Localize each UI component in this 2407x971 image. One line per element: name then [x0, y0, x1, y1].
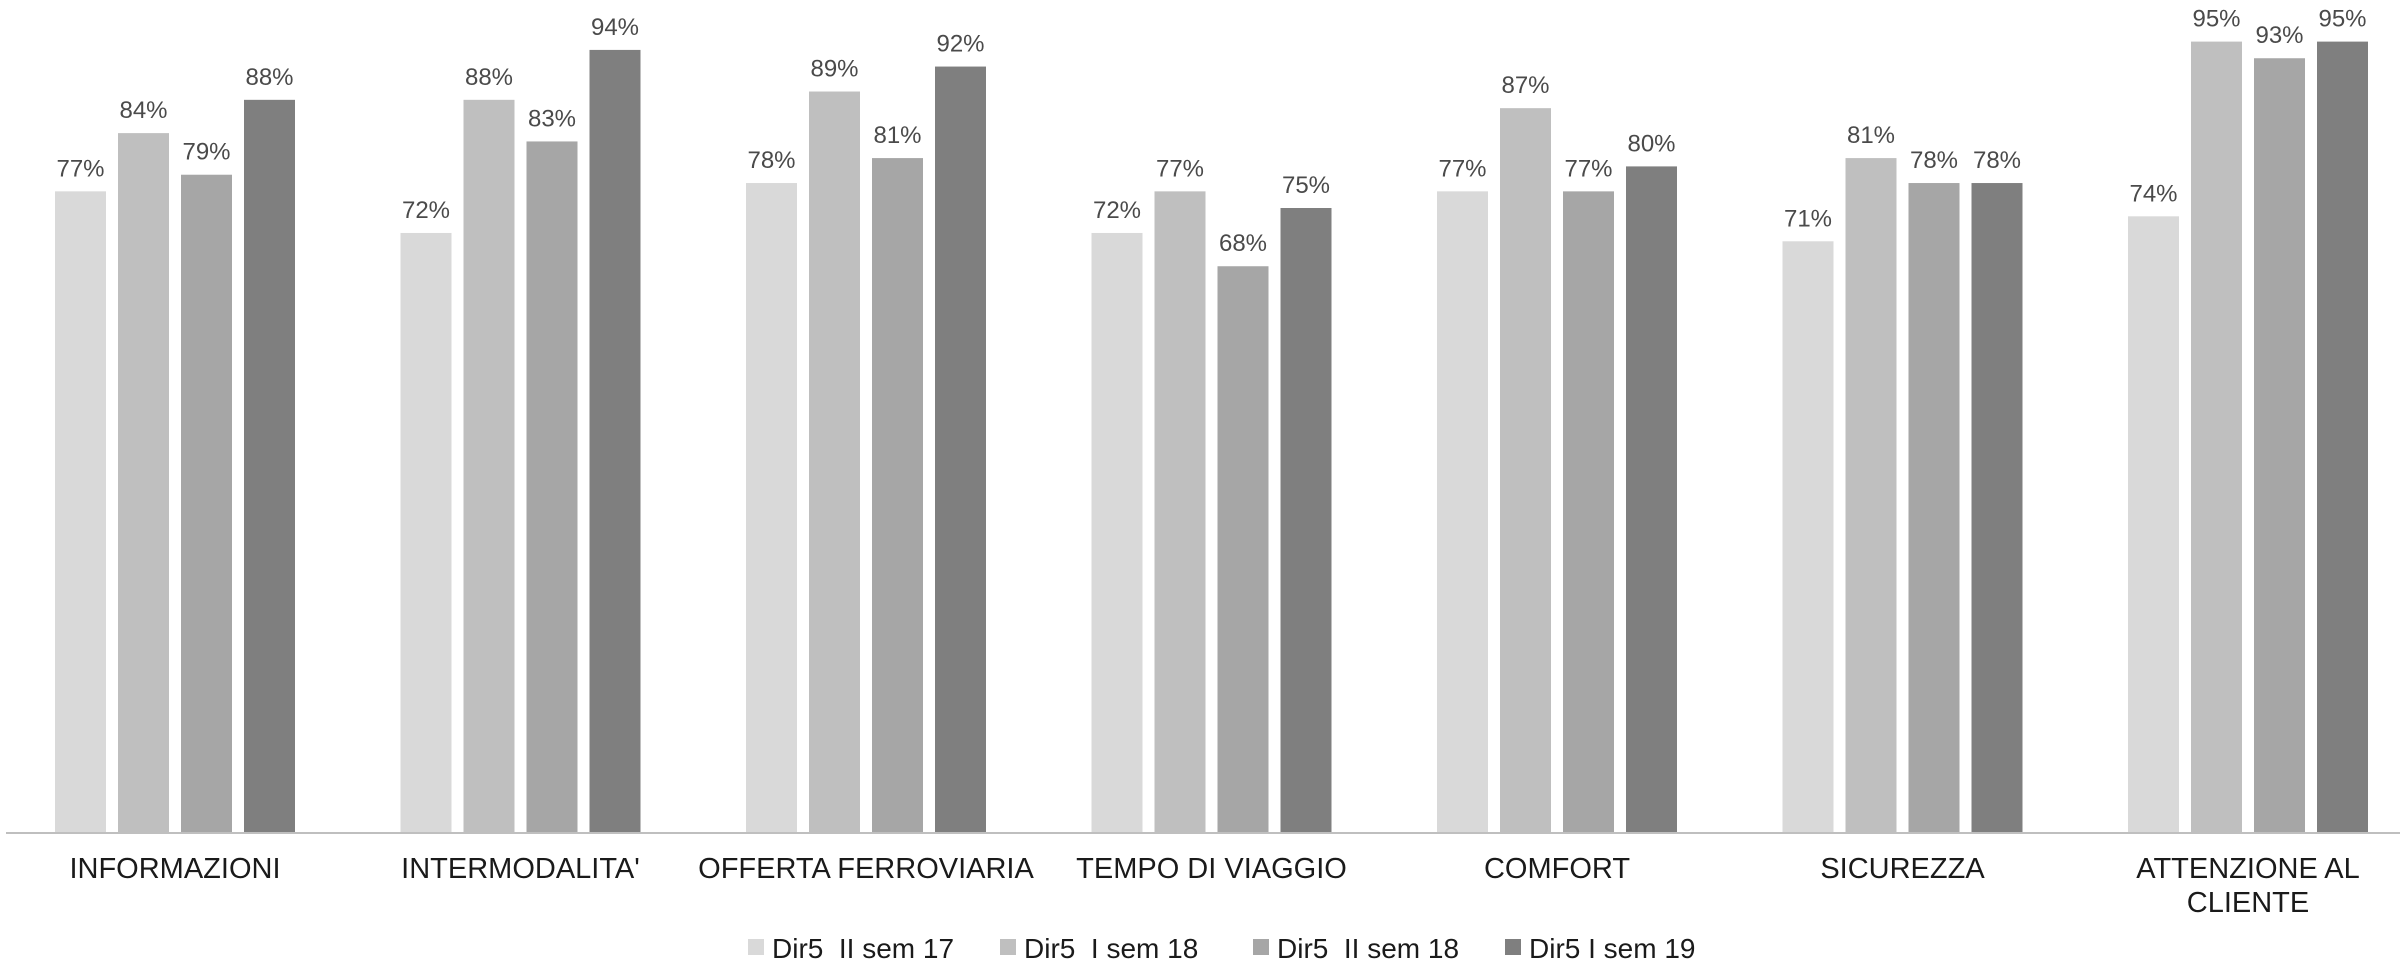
data-label: 80% — [1627, 130, 1675, 157]
category-label: TEMPO DI VIAGGIO — [1076, 853, 1347, 885]
bar — [2317, 41, 2368, 833]
data-label: 88% — [245, 64, 293, 91]
bar — [746, 183, 797, 833]
bar — [463, 99, 515, 833]
data-label: 77% — [56, 155, 104, 182]
data-label: 95% — [2192, 6, 2240, 33]
bar — [1217, 266, 1269, 832]
category-label: INFORMAZIONI — [69, 853, 280, 885]
bar — [2128, 216, 2179, 832]
bar — [118, 133, 169, 832]
data-label: 71% — [1784, 205, 1832, 232]
data-label: 83% — [528, 105, 576, 132]
bar — [1280, 208, 1332, 832]
bar — [935, 66, 986, 832]
category-labels-layer: INFORMAZIONI INTERMODALITA' OFFERTA FERROV… — [69, 853, 2359, 919]
bar — [1437, 191, 1488, 833]
data-label: 77% — [1438, 155, 1486, 182]
data-label: 72% — [402, 197, 450, 224]
data-labels-layer: 77% 84% 79% 88% 72% 88% 83% 94% 78% 89% 81% 92% 72% 7… — [56, 6, 2366, 258]
legend-swatch — [748, 939, 764, 955]
bar — [1845, 158, 1897, 832]
data-label: 87% — [1501, 72, 1549, 99]
bar — [2191, 41, 2242, 833]
bar — [872, 158, 923, 832]
legend-label: Dir5 II sem 18 — [1277, 933, 1459, 964]
bar — [1971, 183, 2023, 833]
data-label: 88% — [465, 64, 513, 91]
data-label: 77% — [1156, 155, 1204, 182]
bar — [1782, 241, 1834, 832]
category-label: ATTENZIONE AL — [2136, 853, 2359, 885]
data-label: 81% — [873, 122, 921, 149]
bars-layer — [55, 41, 2368, 833]
data-label: 95% — [2318, 6, 2366, 33]
bar — [244, 99, 295, 833]
bar — [1091, 232, 1143, 832]
category-label: INTERMODALITA' — [401, 853, 640, 885]
legend-label: Dir5 I sem 18 — [1024, 933, 1198, 964]
category-label: OFFERTA FERROVIARIA — [698, 853, 1034, 885]
data-label: 75% — [1282, 172, 1330, 199]
bar — [55, 191, 106, 833]
bar — [1154, 191, 1206, 833]
data-label: 72% — [1093, 197, 1141, 224]
legend-swatch — [1000, 939, 1016, 955]
legend-swatch — [1253, 939, 1269, 955]
bar — [809, 91, 860, 832]
category-label: SICUREZZA — [1820, 853, 1985, 885]
category-label: COMFORT — [1484, 853, 1630, 885]
data-label: 78% — [747, 147, 795, 174]
data-label: 79% — [182, 139, 230, 166]
legend-label: Dir5 II sem 17 — [772, 933, 954, 964]
bar — [2254, 58, 2305, 833]
bar — [181, 174, 232, 833]
bar — [589, 49, 641, 833]
bar — [400, 232, 452, 832]
data-label: 81% — [1847, 122, 1895, 149]
data-label: 93% — [2255, 22, 2303, 49]
data-label: 78% — [1910, 147, 1958, 174]
bar — [526, 141, 578, 832]
bar — [1500, 108, 1551, 832]
category-label: CLIENTE — [2187, 887, 2309, 919]
bar — [1908, 183, 1960, 833]
legend-label: Dir5 I sem 19 — [1529, 933, 1696, 964]
data-label: 84% — [119, 97, 167, 124]
data-label: 74% — [2129, 180, 2177, 207]
data-label: 68% — [1219, 230, 1267, 257]
data-label: 92% — [936, 31, 984, 58]
data-label: 89% — [810, 56, 858, 83]
data-label: 78% — [1973, 147, 2021, 174]
legend: Dir5 II sem 17 Dir5 I sem 18 Dir5 II sem 1… — [748, 933, 1696, 964]
legend-swatch — [1505, 939, 1521, 955]
bar — [1626, 166, 1677, 832]
data-label: 94% — [591, 14, 639, 41]
data-label: 77% — [1564, 155, 1612, 182]
bar — [1563, 191, 1614, 833]
